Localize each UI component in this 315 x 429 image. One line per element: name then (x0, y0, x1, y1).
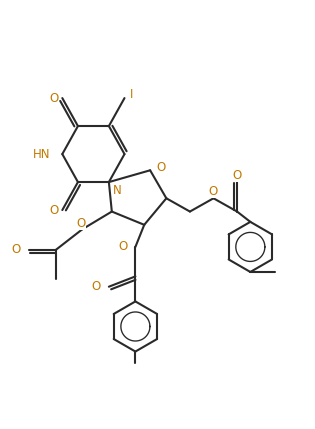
Text: O: O (12, 243, 21, 257)
Text: O: O (232, 169, 242, 182)
Text: O: O (209, 185, 218, 198)
Text: HN: HN (32, 148, 50, 160)
Text: I: I (130, 88, 133, 101)
Text: O: O (76, 218, 85, 230)
Text: N: N (113, 184, 122, 197)
Text: O: O (49, 204, 59, 217)
Text: O: O (118, 240, 127, 254)
Text: O: O (157, 161, 166, 174)
Text: O: O (49, 91, 59, 105)
Text: O: O (91, 280, 100, 293)
